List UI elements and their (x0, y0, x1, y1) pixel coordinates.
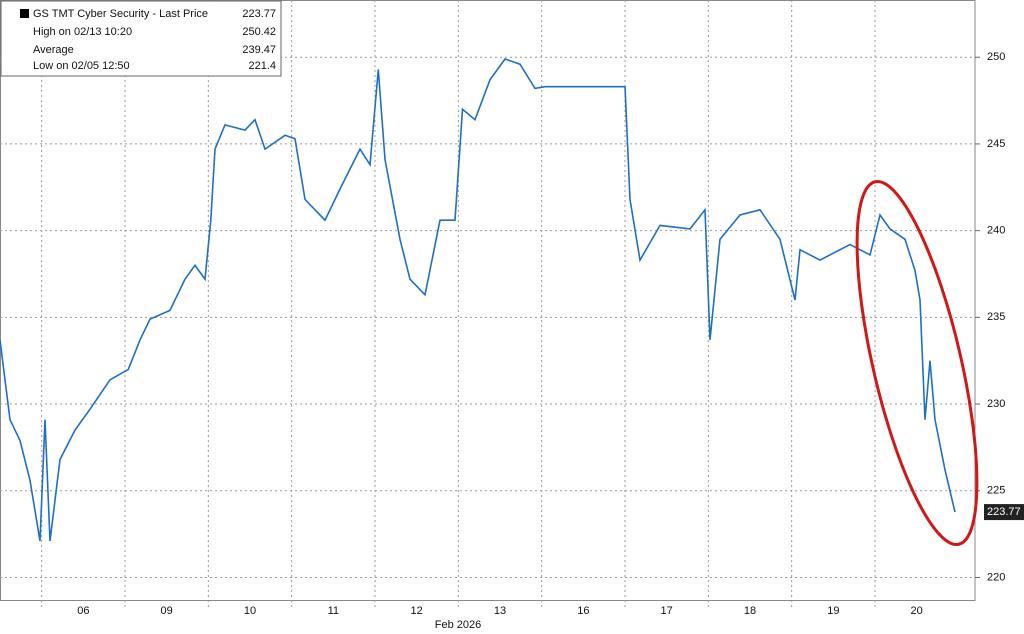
x-tick-label: 11 (328, 605, 339, 617)
legend-swatch (20, 9, 29, 18)
y-tick-label: 250 (987, 51, 1005, 63)
x-tick-label: 17 (661, 605, 673, 617)
x-tick-label: 13 (494, 605, 506, 617)
highlight-ellipse (855, 179, 979, 547)
legend-box (0, 0, 282, 77)
x-tick-label: 18 (744, 605, 756, 617)
y-tick-label: 240 (987, 225, 1005, 237)
x-tick-label: 12 (411, 605, 423, 617)
x-tick-label: 09 (161, 605, 173, 617)
legend-title: GS TMT Cyber Security - Last Price (33, 8, 208, 20)
y-tick-label: 220 (987, 571, 1005, 583)
y-tick-label: 230 (987, 398, 1005, 410)
legend-stat-value: 221.4 (248, 60, 276, 72)
x-tick-label: 10 (244, 605, 256, 617)
x-axis-label: Feb 2026 (435, 619, 481, 631)
legend-stat-value: 250.42 (242, 26, 276, 38)
legend-stat-label: Average (33, 44, 74, 56)
legend-last: 223.77 (242, 8, 276, 20)
y-tick-label: 225 (987, 485, 1005, 497)
y-tick-label: 245 (987, 138, 1005, 150)
price-line (0, 58, 956, 542)
legend-stat-label: Low on 02/05 12:50 (33, 60, 130, 72)
y-tick-label: 235 (987, 311, 1005, 323)
x-tick-label: 16 (577, 605, 589, 617)
last-price-tag (984, 504, 1024, 521)
legend: GS TMT Cyber Security - Last Price 223.7… (0, 0, 282, 77)
x-tick-label: 06 (77, 605, 89, 617)
legend-stat-label: High on 02/13 10:20 (33, 26, 132, 38)
x-tick-label: 20 (911, 605, 923, 617)
last-price-label: 223.77 (987, 506, 1021, 518)
x-tick-label: 19 (827, 605, 839, 617)
legend-stat-value: 239.47 (242, 44, 276, 56)
plot-border (0, 0, 976, 601)
